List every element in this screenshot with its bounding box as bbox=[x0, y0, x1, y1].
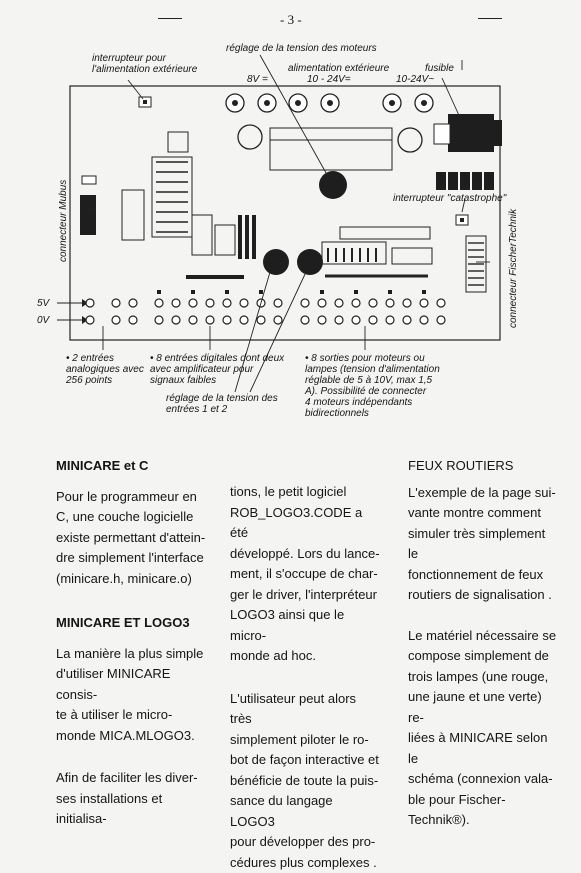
note-analog-line2: analogiques avec bbox=[66, 364, 144, 375]
col3-p1-line4: fonctionnement de feux bbox=[408, 567, 543, 582]
heading-minicare-logo3: MINICARE ET LOGO3 bbox=[56, 613, 206, 634]
col2-p2-line1: L'utilisateur peut alors très bbox=[230, 691, 356, 727]
col1-p1-line1: Pour le programmeur en bbox=[56, 489, 197, 504]
label-8v: 8V = bbox=[247, 74, 268, 85]
col2-p2-line2: simplement piloter le ro- bbox=[230, 732, 369, 747]
col1-p1-line3: existe permettant d'attein- bbox=[56, 530, 205, 545]
note-input-voltage-line2: entrées 1 et 2 bbox=[166, 404, 278, 415]
col1-p1-line5: (minicare.h, minicare.o) bbox=[56, 571, 192, 586]
note-outputs: • 8 sorties pour moteurs ou lampes (tens… bbox=[305, 353, 440, 419]
label-external-supply: alimentation extérieure bbox=[288, 63, 389, 74]
note-outputs-line3: réglable de 5 à 10V, max 1,5 bbox=[305, 375, 440, 386]
col1-p2-line3: te à utiliser le micro- bbox=[56, 707, 172, 722]
label-switch-external: interrupteur pour l'alimentation extérie… bbox=[92, 53, 197, 75]
col2-p1-line3: développé. Lors du lance- bbox=[230, 546, 380, 561]
note-analog-line1: • 2 entrées bbox=[66, 353, 144, 364]
paragraph-rob-logo3: tions, le petit logiciel ROB_LOGO3.CODE … bbox=[230, 482, 380, 667]
col1-p2-line4: monde MICA.MLOGO3. bbox=[56, 728, 195, 743]
circuit-board-diagram: interrupteur pour l'alimentation extérie… bbox=[0, 0, 581, 430]
heading-minicare-c: MINICARE et C bbox=[56, 456, 206, 477]
label-10-24v-ac: 10-24V~ bbox=[396, 74, 434, 85]
col1-p2-line1: La manière la plus simple bbox=[56, 646, 203, 661]
note-digital-line3: signaux faibles bbox=[150, 375, 284, 386]
label-fuse: fusible bbox=[425, 63, 454, 74]
col2-p1-line6: LOGO3 ainsi que le micro- bbox=[230, 607, 344, 643]
col3-p2-line1: Le matériel nécessaire se bbox=[408, 628, 556, 643]
col3-p2-line3: trois lampes (une rouge, bbox=[408, 669, 548, 684]
col2-p2-line7: cédures plus complexes . bbox=[230, 855, 377, 870]
paragraph-feux-exemple: L'exemple de la page sui- vante montre c… bbox=[408, 483, 558, 606]
col2-p2-line3: bot de façon interactive et bbox=[230, 752, 379, 767]
col3-p1-line1: L'exemple de la page sui- bbox=[408, 485, 556, 500]
note-outputs-line4: A). Possibilité de connecter bbox=[305, 386, 440, 397]
col3-p1-line2: vante montre comment bbox=[408, 505, 541, 520]
col1-p3-line1: Afin de faciliter les diver- bbox=[56, 770, 198, 785]
note-digital-inputs: • 8 entrées digitales dont deux avec amp… bbox=[150, 353, 284, 386]
label-mubus-connector: connecteur Mubus bbox=[58, 180, 69, 262]
col3-p1-line3: simuler très simplement le bbox=[408, 526, 545, 562]
note-outputs-line1: • 8 sorties pour moteurs ou bbox=[305, 353, 440, 364]
note-outputs-line6: bidirectionnels bbox=[305, 408, 440, 419]
note-digital-line1: • 8 entrées digitales dont deux bbox=[150, 353, 284, 364]
col2-p1-line7: monde ad hoc. bbox=[230, 648, 316, 663]
note-outputs-line5: 4 moteurs indépendants bbox=[305, 397, 440, 408]
paragraph-minicare-logo3: La manière la plus simple d'utiliser MIN… bbox=[56, 644, 206, 747]
label-switch-external-line1: interrupteur pour bbox=[92, 53, 197, 64]
text-column-2: tions, le petit logiciel ROB_LOGO3.CODE … bbox=[230, 482, 380, 873]
heading-feux-routiers: FEUX ROUTIERS bbox=[408, 456, 558, 477]
paragraph-installations: Afin de faciliter les diver- ses install… bbox=[56, 768, 206, 830]
col2-p1-line2: ROB_LOGO3.CODE a été bbox=[230, 505, 362, 541]
col1-p1-line2: C, une couche logicielle bbox=[56, 509, 193, 524]
col3-p2-line6: schéma (connexion vala- bbox=[408, 771, 553, 786]
col3-p1-line5: routiers de signalisation . bbox=[408, 587, 552, 602]
col3-p2-line4: une jaune et une verte) re- bbox=[408, 689, 542, 725]
col1-p1-line4: dre simplement l'interface bbox=[56, 550, 204, 565]
col2-p1-line1: tions, le petit logiciel bbox=[230, 484, 346, 499]
label-motor-voltage: réglage de la tension des moteurs bbox=[226, 43, 377, 54]
col3-p2-line2: compose simplement de bbox=[408, 648, 549, 663]
label-10-24v-dc: 10 - 24V= bbox=[307, 74, 351, 85]
text-column-3: FEUX ROUTIERS L'exemple de la page sui- … bbox=[408, 456, 558, 831]
note-outputs-line2: lampes (tension d'alimentation bbox=[305, 364, 440, 375]
col2-p2-line6: pour développer des pro- bbox=[230, 834, 375, 849]
col3-p2-line7: ble pour Fischer- bbox=[408, 792, 506, 807]
note-digital-line2: avec amplificateur pour bbox=[150, 364, 284, 375]
note-analog-line3: 256 points bbox=[66, 375, 144, 386]
col1-p2-line2: d'utiliser MINICARE consis- bbox=[56, 666, 170, 702]
col2-p1-line5: ger le driver, l'interpréteur bbox=[230, 587, 377, 602]
label-catastrophe-switch: interrupteur "catastrophe" bbox=[393, 193, 506, 204]
col2-p1-line4: ment, il s'occupe de char- bbox=[230, 566, 378, 581]
col1-p3-line2: ses installations et initialisa- bbox=[56, 791, 162, 827]
label-switch-external-line2: l'alimentation extérieure bbox=[92, 64, 197, 75]
label-5v: 5V bbox=[37, 298, 49, 309]
label-fischertechnik-connector: connecteur FischerTechnik bbox=[508, 209, 519, 328]
col3-p2-line8: Technik®). bbox=[408, 812, 470, 827]
text-column-1: MINICARE et C Pour le programmeur en C, … bbox=[56, 456, 206, 830]
paragraph-minicare-c: Pour le programmeur en C, une couche log… bbox=[56, 487, 206, 590]
note-input-voltage-line1: réglage de la tension des bbox=[166, 393, 278, 404]
col2-p2-line5: sance du langage LOGO3 bbox=[230, 793, 333, 829]
paragraph-utilisateur: L'utilisateur peut alors très simplement… bbox=[230, 689, 380, 873]
note-analog-inputs: • 2 entrées analogiques avec 256 points bbox=[66, 353, 144, 386]
note-input-voltage: réglage de la tension des entrées 1 et 2 bbox=[166, 393, 278, 415]
col3-p2-line5: liées à MINICARE selon le bbox=[408, 730, 547, 766]
label-0v: 0V bbox=[37, 315, 49, 326]
col2-p2-line4: bénéficie de toute la puis- bbox=[230, 773, 378, 788]
